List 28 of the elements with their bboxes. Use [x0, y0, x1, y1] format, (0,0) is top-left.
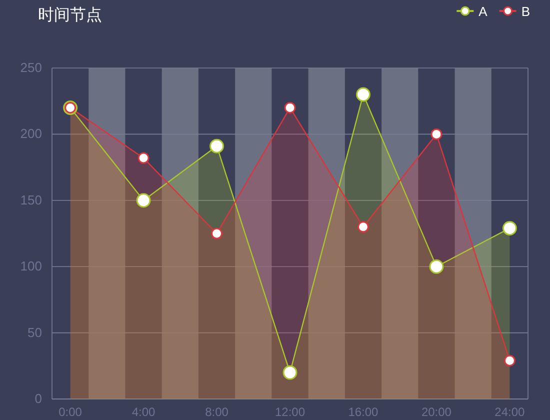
point — [357, 221, 369, 233]
point — [211, 228, 223, 240]
x-tick-label: 4:00 — [132, 405, 156, 419]
point — [138, 152, 150, 164]
point — [356, 87, 370, 102]
y-tick-label: 250 — [20, 60, 42, 75]
x-tick-label: 16:00 — [348, 405, 379, 419]
y-tick-label: 200 — [20, 126, 42, 142]
chart-title: 时间节点 — [38, 6, 102, 24]
point — [210, 138, 224, 154]
x-tick-label: 8:00 — [205, 405, 229, 419]
x-tick-label: 24:00 — [494, 405, 526, 419]
point — [502, 220, 517, 236]
y-tick-label: 150 — [20, 192, 42, 208]
point — [282, 365, 298, 380]
x-tick-label: 12:00 — [274, 405, 306, 419]
y-tick-label: 0 — [34, 391, 42, 406]
legend-label: A — [478, 4, 488, 19]
point — [284, 102, 296, 114]
point — [504, 354, 516, 366]
y-tick-label: 50 — [28, 324, 42, 340]
x-tick-label: 20:00 — [421, 405, 452, 419]
point — [430, 128, 442, 140]
y-tick-label: 100 — [20, 258, 42, 274]
x-tick-label: 0:00 — [58, 405, 82, 419]
legend-label: B — [521, 4, 530, 19]
point — [429, 259, 444, 274]
point — [136, 193, 151, 208]
